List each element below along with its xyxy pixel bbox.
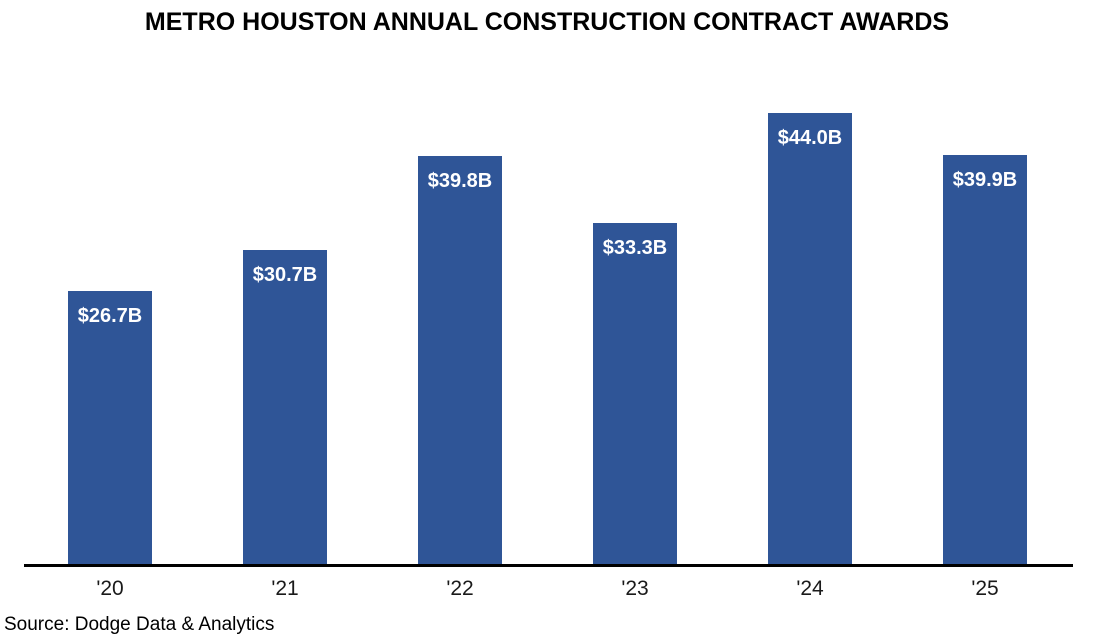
x-axis-label: '21 — [271, 577, 299, 600]
x-axis-label: '23 — [621, 577, 649, 600]
bar: $26.7B — [68, 291, 152, 566]
bar-value-label: $26.7B — [77, 305, 143, 327]
chart-title: METRO HOUSTON ANNUAL CONSTRUCTION CONTRA… — [144, 8, 950, 36]
x-axis-line — [24, 564, 1073, 567]
x-axis-label: '25 — [971, 577, 999, 600]
x-axis-label: '22 — [446, 577, 474, 600]
bars-layer: $26.7B $30.7B $39.8B $33.3B $44.0B $39.9B — [0, 90, 1094, 566]
x-axis-label: '24 — [796, 577, 824, 600]
bar-value-label: $39.8B — [427, 170, 493, 192]
bar: $30.7B — [243, 250, 327, 566]
bar: $33.3B — [593, 223, 677, 566]
bar-value-label: $30.7B — [252, 264, 318, 286]
x-axis-label: '20 — [96, 577, 124, 600]
bar-value-label: $44.0B — [777, 127, 843, 149]
bar-value-label: $33.3B — [602, 237, 668, 259]
bar-value-label: $39.9B — [952, 169, 1018, 191]
bar: $39.9B — [943, 155, 1027, 566]
bar: $39.8B — [418, 156, 502, 566]
source-note: Source: Dodge Data & Analytics — [4, 614, 275, 635]
bar: $44.0B — [768, 113, 852, 566]
